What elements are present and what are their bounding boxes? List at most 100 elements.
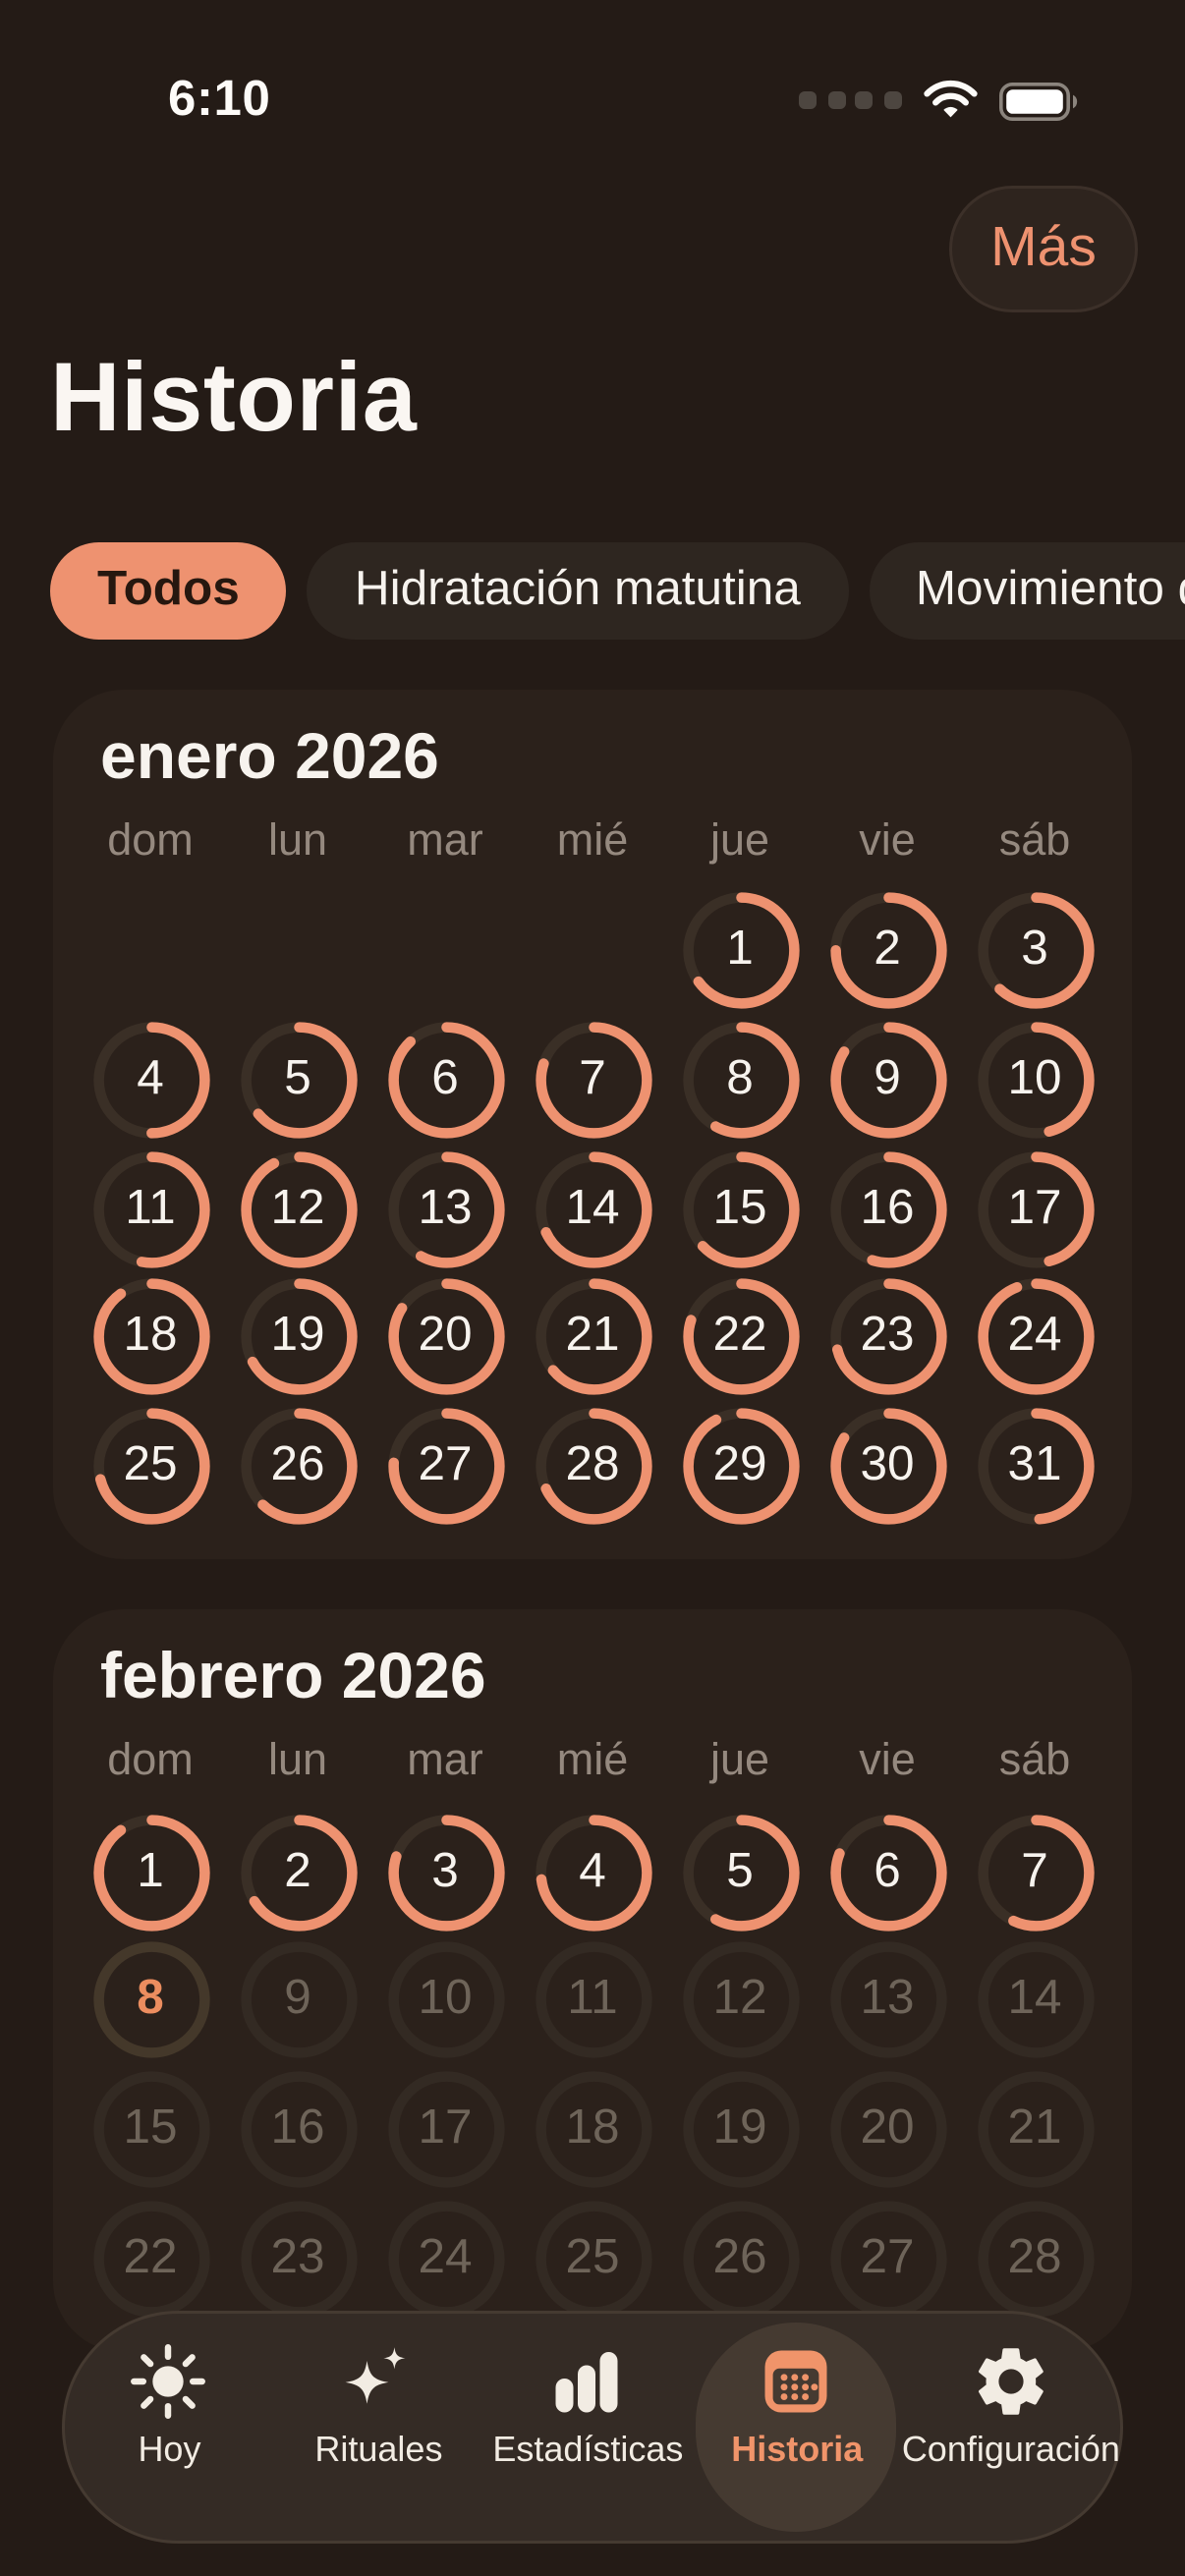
day-cell[interactable]: 7 [519, 1016, 666, 1145]
tab-configuracion[interactable]: Configuración [902, 2314, 1120, 2541]
day-cell[interactable]: 10 [961, 1016, 1108, 1145]
day-cell[interactable]: 21 [519, 1273, 666, 1402]
day-cell[interactable]: 26 [666, 2195, 814, 2324]
day-cell[interactable]: 17 [961, 1145, 1108, 1273]
day-progress-ring [681, 1408, 799, 1525]
day-cell[interactable]: 12 [224, 1145, 371, 1273]
day-cell[interactable]: 24 [961, 1273, 1108, 1402]
day-number: 25 [123, 1438, 178, 1492]
day-cell[interactable]: 25 [77, 1402, 224, 1531]
more-button[interactable]: Más [949, 186, 1138, 312]
day-cell[interactable]: 3 [371, 1808, 519, 1936]
day-cell[interactable]: 23 [224, 2195, 371, 2324]
day-progress-ring [828, 1408, 946, 1525]
tab-rituales[interactable]: Rituales [274, 2314, 483, 2541]
weekday-label: mié [556, 1737, 629, 1788]
day-ring-wrap: 9 [827, 1020, 948, 1141]
day-cell[interactable]: 13 [814, 1936, 961, 2065]
day-cell[interactable]: 8 [666, 1016, 814, 1145]
day-cell[interactable]: 5 [666, 1808, 814, 1936]
day-number: 14 [1007, 1973, 1062, 2027]
day-cell[interactable]: 4 [77, 1016, 224, 1145]
filter-chip-hidratacion[interactable]: Hidratación matutina [307, 542, 848, 640]
day-number: 26 [712, 2230, 767, 2284]
weekday-label: vie [859, 1737, 916, 1788]
day-ring-wrap: 8 [90, 1940, 211, 2061]
day-cell[interactable]: 27 [371, 1402, 519, 1531]
day-cell[interactable]: 9 [814, 1016, 961, 1145]
day-cell[interactable]: 27 [814, 2195, 961, 2324]
day-progress-ring [91, 1814, 209, 1932]
day-cell[interactable]: 17 [371, 2065, 519, 2194]
day-cell[interactable]: 8 [77, 1936, 224, 2065]
day-cell[interactable]: 23 [814, 1273, 961, 1402]
day-cell[interactable]: 14 [519, 1145, 666, 1273]
day-cell[interactable]: 6 [371, 1016, 519, 1145]
day-cell[interactable]: 19 [224, 1273, 371, 1402]
day-number: 19 [712, 2101, 767, 2156]
tab-hoy[interactable]: Hoy [65, 2314, 274, 2541]
day-ring-wrap: 25 [90, 1406, 211, 1527]
day-ring-wrap: 19 [238, 1277, 359, 1398]
day-cell[interactable]: 26 [224, 1402, 371, 1531]
day-cell[interactable]: 9 [224, 1936, 371, 2065]
day-cell[interactable]: 14 [961, 1936, 1108, 2065]
day-cell[interactable]: 18 [519, 2065, 666, 2194]
tab-estadisticas[interactable]: Estadísticas [483, 2314, 693, 2541]
day-cell[interactable]: 1 [77, 1808, 224, 1936]
day-cell[interactable]: 15 [666, 1145, 814, 1273]
filter-chip-todos[interactable]: Todos [50, 542, 287, 640]
day-cell[interactable]: 24 [371, 2195, 519, 2324]
day-cell[interactable]: 6 [814, 1808, 961, 1936]
weekday-header-row: dom lun mar mié jue vie sáb [53, 813, 1132, 869]
day-ring-wrap: 19 [680, 2069, 801, 2190]
day-ring-wrap: 13 [385, 1148, 506, 1269]
day-cell[interactable]: 12 [666, 1936, 814, 2065]
day-cell[interactable]: 7 [961, 1808, 1108, 1936]
day-cell[interactable]: 31 [961, 1402, 1108, 1531]
day-cell[interactable]: 16 [224, 2065, 371, 2194]
day-cell[interactable]: 2 [224, 1808, 371, 1936]
day-progress-ring [828, 1279, 946, 1396]
day-cell[interactable]: 11 [519, 1936, 666, 2065]
month-title: enero 2026 [100, 719, 439, 793]
day-cell[interactable]: 3 [961, 887, 1108, 1016]
day-cell[interactable]: 25 [519, 2195, 666, 2324]
day-grid: 1 2 3 4 5 6 7 [53, 1808, 1132, 2323]
day-cell[interactable]: 20 [371, 1273, 519, 1402]
day-cell[interactable]: 21 [961, 2065, 1108, 2194]
day-cell[interactable]: 19 [666, 2065, 814, 2194]
day-ring-wrap: 6 [385, 1020, 506, 1141]
day-cell[interactable]: 18 [77, 1273, 224, 1402]
day-cell[interactable]: 29 [666, 1402, 814, 1531]
day-cell[interactable]: 1 [666, 887, 814, 1016]
day-cell[interactable]: 30 [814, 1402, 961, 1531]
day-cell[interactable]: 20 [814, 2065, 961, 2194]
weekday-label: mar [407, 816, 483, 867]
day-cell[interactable]: 11 [77, 1145, 224, 1273]
day-cell[interactable]: 13 [371, 1145, 519, 1273]
filter-chip-movimiento[interactable]: Movimiento del [868, 542, 1185, 640]
tab-historia[interactable]: Historia [693, 2314, 902, 2541]
day-number: 16 [860, 1181, 915, 1235]
day-cell[interactable]: 4 [519, 1808, 666, 1936]
day-ring-wrap: 26 [238, 1406, 359, 1527]
day-number: 9 [284, 1973, 311, 2027]
weekday-label: sáb [998, 1737, 1071, 1788]
day-number: 17 [418, 2101, 473, 2156]
day-number: 21 [1007, 2101, 1062, 2156]
sun-icon [132, 2344, 207, 2419]
day-cell[interactable]: 5 [224, 1016, 371, 1145]
day-cell[interactable]: 28 [961, 2195, 1108, 2324]
day-cell[interactable]: 10 [371, 1936, 519, 2065]
day-progress-ring [386, 2071, 504, 2189]
day-cell[interactable]: 2 [814, 887, 961, 1016]
day-cell[interactable]: 28 [519, 1402, 666, 1531]
day-progress-ring [828, 1814, 946, 1932]
day-cell[interactable]: 22 [666, 1273, 814, 1402]
day-cell[interactable]: 22 [77, 2195, 224, 2324]
filter-chips: Todos Hidratación matutina Movimiento de… [0, 542, 1185, 640]
day-cell[interactable]: 15 [77, 2065, 224, 2194]
day-cell[interactable]: 16 [814, 1145, 961, 1273]
day-ring-wrap: 21 [533, 1277, 653, 1398]
